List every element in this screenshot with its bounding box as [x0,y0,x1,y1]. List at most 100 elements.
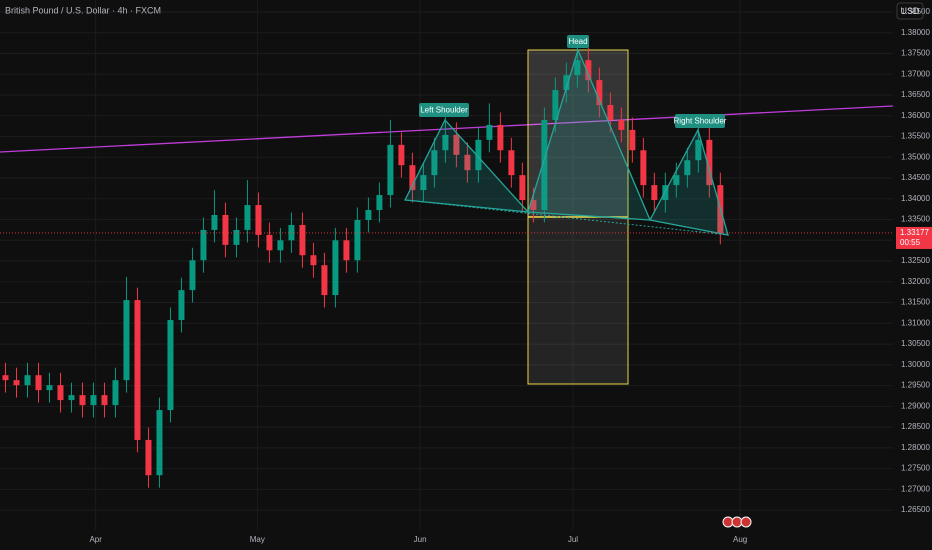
candle-body [79,395,86,406]
candle-body [519,175,526,201]
candle-body [486,124,493,140]
candle-body [310,255,317,266]
y-tick-label: 1.29000 [901,401,930,410]
candle-body [343,240,350,261]
candle-body [684,160,691,176]
pattern-box-bottom [527,216,629,385]
y-tick-label: 1.31000 [901,318,930,327]
currency-box[interactable] [896,2,924,20]
candle-body [651,185,658,201]
y-tick-label: 1.37500 [901,49,930,58]
candle-body [618,119,625,130]
y-tick-label: 1.32000 [901,277,930,286]
candles [2,36,724,488]
candle-body [541,119,548,211]
candle-body [563,75,570,91]
candle-body [211,214,218,230]
candle-body [629,129,636,151]
y-tick-label: 1.33500 [901,215,930,224]
candle-body [2,375,9,381]
last-price-label: 1.33177 [900,228,929,237]
candle-body [167,319,174,411]
y-tick-label: 1.30500 [901,339,930,348]
x-tick-label: Aug [733,535,747,544]
y-tick-label: 1.35000 [901,152,930,161]
grid [0,0,893,530]
candle-body [13,380,20,386]
candle-body [497,124,504,151]
candle-body [24,375,31,386]
annotation: Head [568,37,587,46]
candle-body [365,210,372,220]
y-tick-label: 1.26500 [901,505,930,514]
candle-body [277,240,284,251]
candle-body [299,224,306,256]
pattern [403,48,729,236]
y-tick-label: 1.32500 [901,256,930,265]
candle-body [585,60,592,81]
tag-box [419,103,469,117]
x-tick-label: May [250,535,265,544]
currency[interactable]: USD [900,6,920,16]
annotation: Left Shoulder [420,106,468,115]
x-tick-label: Jun [414,535,427,544]
candle-body [68,395,75,401]
candle-body [398,144,405,166]
y-tick-label: 1.38000 [901,28,930,37]
y-tick-label: 1.27000 [901,484,930,493]
candle-body [640,150,647,186]
last-price-tag [896,226,932,249]
y-tick-label: 1.34000 [901,194,930,203]
candle-body [90,395,97,406]
candle-body [475,139,482,171]
left-shoulder-shape [403,118,530,213]
candle-body [431,150,438,176]
y-tick-label: 1.30000 [901,360,930,369]
countdown: 00:55 [900,238,921,247]
candle-body [222,214,229,245]
candle-body [420,175,427,191]
y-tick-label: 1.27500 [901,464,930,473]
y-tick-label: 1.38500 [901,7,930,16]
head-shape [527,48,652,221]
candle-body [387,144,394,196]
annotation-tags: Left Shoulder Head Right Shoulder [419,35,727,128]
candle-body [134,300,141,440]
event-icons[interactable] [722,516,752,528]
axes: 1.26500 1.27000 1.27500 1.28000 1.28500 1.290… [89,7,930,544]
candle-body [46,385,53,391]
candle-body [530,200,537,211]
candle-body [695,139,702,161]
chart-title: British Pound / U.S. Dollar · 4h · FXCM [5,5,161,15]
y-tick-label: 1.28000 [901,443,930,452]
candle-body [574,60,581,76]
candle-body [244,205,251,230]
candle-body [255,205,262,235]
candle-body [706,139,713,186]
right-shoulder-shape [649,128,729,236]
y-tick-label: 1.28500 [901,422,930,431]
y-tick-label: 1.29500 [901,381,930,390]
candle-body [464,154,471,171]
candle-body [442,134,449,151]
candle-body [409,165,416,191]
candle-body [321,265,328,296]
candle-body [453,134,460,155]
y-tick-label: 1.36500 [901,90,930,99]
y-tick-label: 1.36000 [901,111,930,120]
candle-body [189,260,196,291]
y-tick-label: 1.34500 [901,173,930,182]
candle-body [233,229,240,245]
candle-body [596,80,603,106]
candle-body [332,240,339,296]
candle-body [508,150,515,176]
y-tick-label: 1.35500 [901,132,930,141]
candle-body [123,300,130,381]
y-tick-label: 1.37000 [901,69,930,78]
candle-body [145,439,152,476]
y-tick-label: 1.31500 [901,298,930,307]
candle-body [354,219,361,261]
candle-body [266,234,273,251]
